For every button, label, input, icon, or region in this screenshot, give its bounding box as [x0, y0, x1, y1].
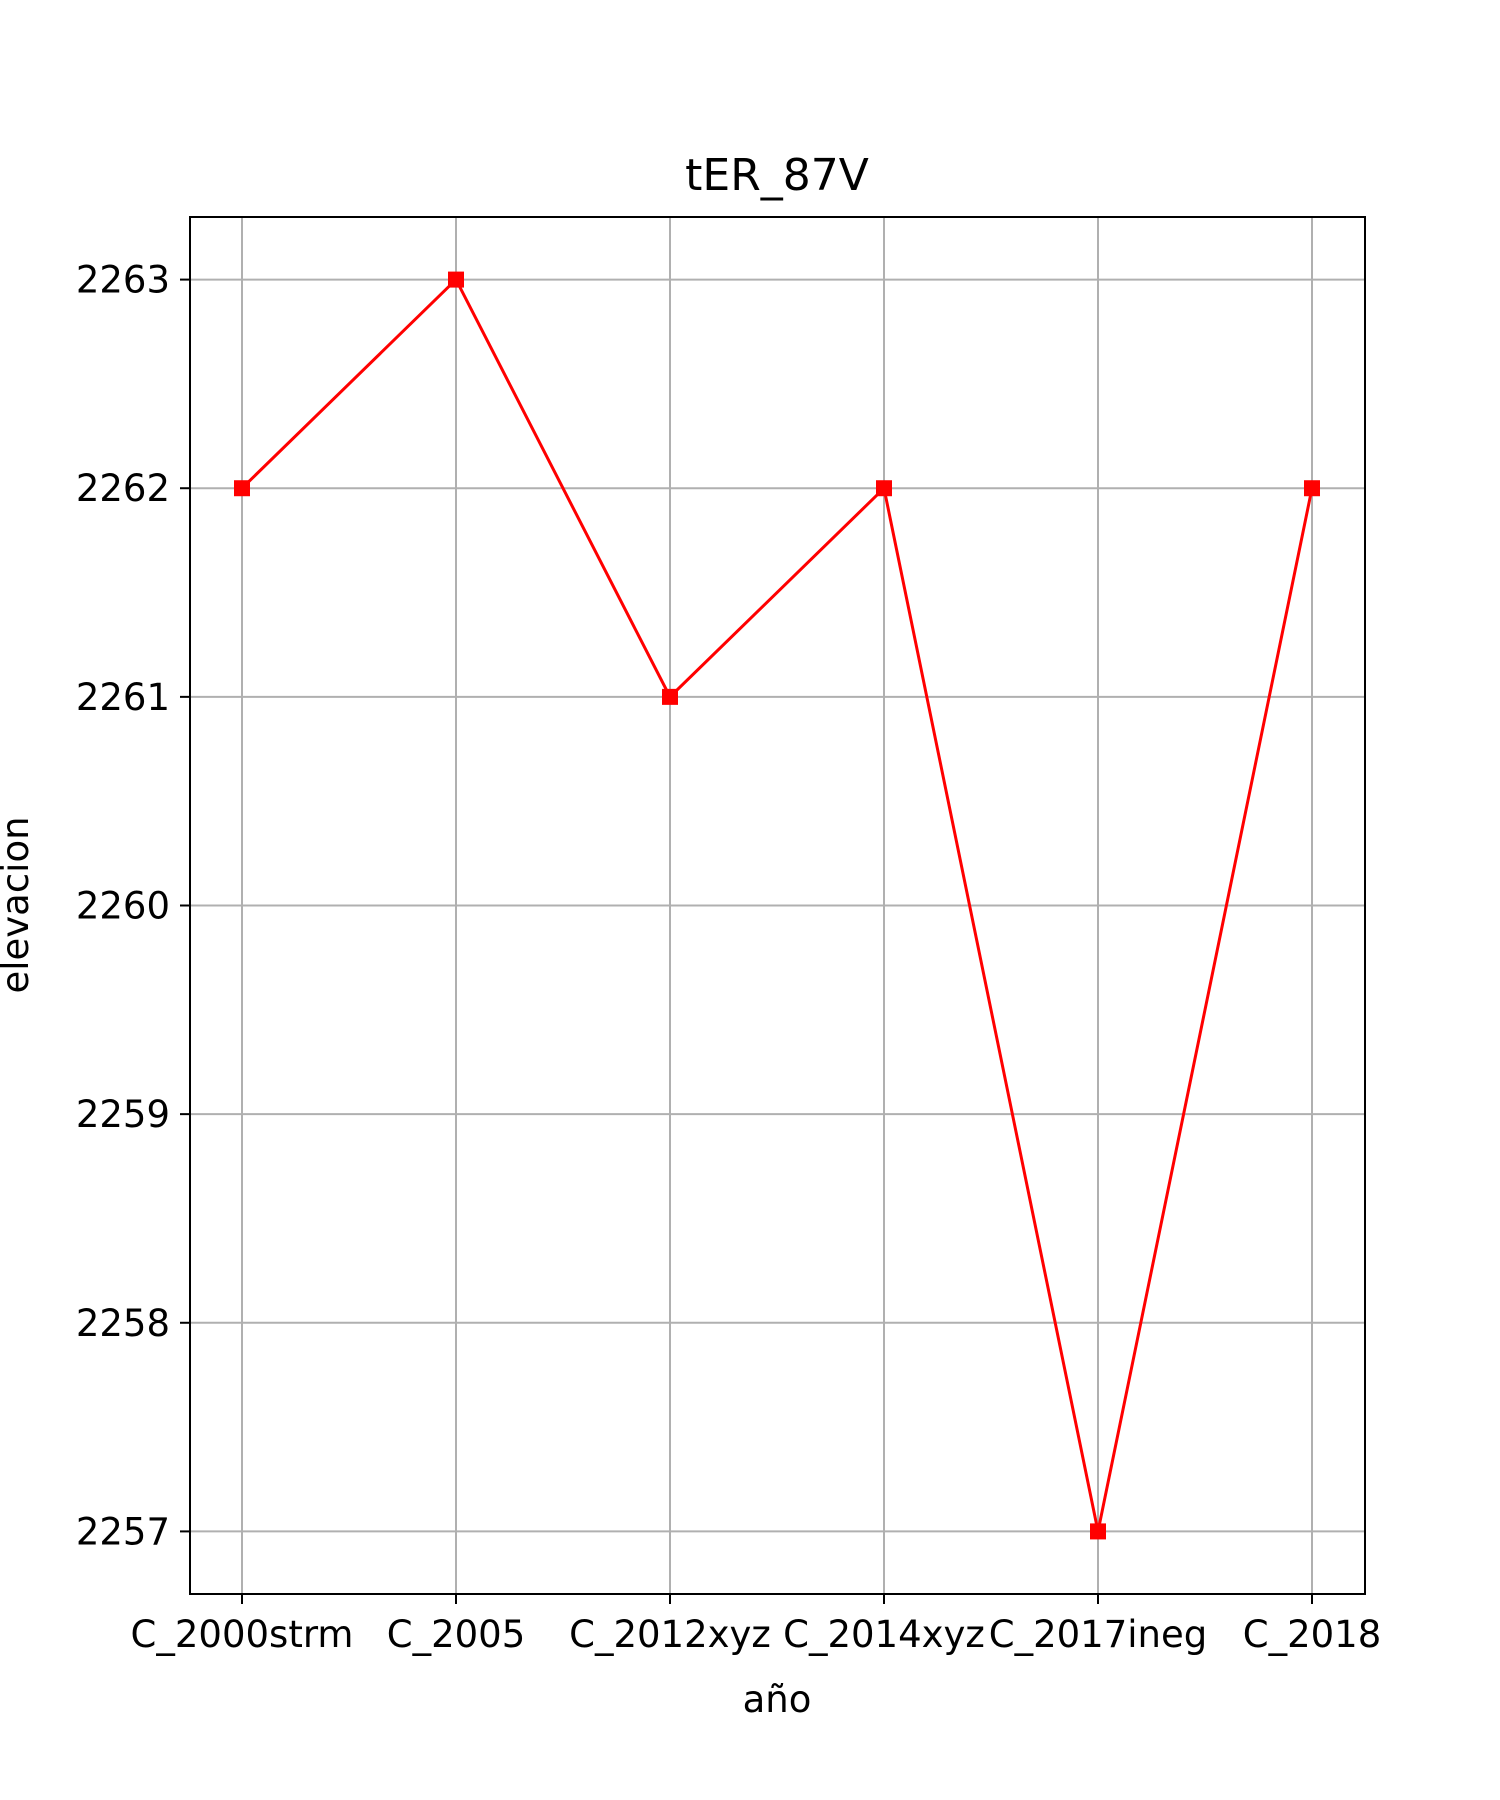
data-point-marker [448, 271, 464, 288]
x-axis-label: año [743, 1678, 812, 1721]
series-layer [234, 271, 1320, 1540]
y-tick-label: 2258 [76, 1302, 170, 1345]
y-tick-label: 2261 [76, 676, 170, 719]
y-tick-label: 2260 [76, 885, 170, 928]
data-point-marker [662, 688, 678, 705]
data-point-marker [1090, 1523, 1106, 1540]
axis-ticks: C_2000strm C_2005 C_2012xyz C_2014xyz C_2017… [76, 259, 1381, 1656]
data-point-marker [876, 480, 892, 497]
x-tick-label: C_2018 [1243, 1613, 1382, 1656]
series-line [240, 277, 1314, 1532]
data-point-marker [1304, 480, 1320, 497]
y-tick-label: 2259 [76, 1093, 170, 1136]
data-point-marker [234, 480, 250, 497]
x-tick-label: C_2014xyz [783, 1613, 985, 1656]
x-tick-label: C_2012xyz [569, 1613, 771, 1656]
y-tick-label: 2257 [76, 1510, 170, 1553]
grid-lines [190, 217, 1365, 1594]
y-tick-label: 2262 [76, 467, 170, 510]
x-tick-label: C_2005 [387, 1613, 526, 1656]
y-tick-label: 2263 [76, 259, 170, 302]
y-axis-label: elevacion [0, 816, 37, 993]
x-tick-label: C_2000strm [131, 1613, 354, 1656]
chart-title: tER_87V [685, 150, 869, 201]
x-tick-label: C_2017ineg [989, 1613, 1207, 1656]
